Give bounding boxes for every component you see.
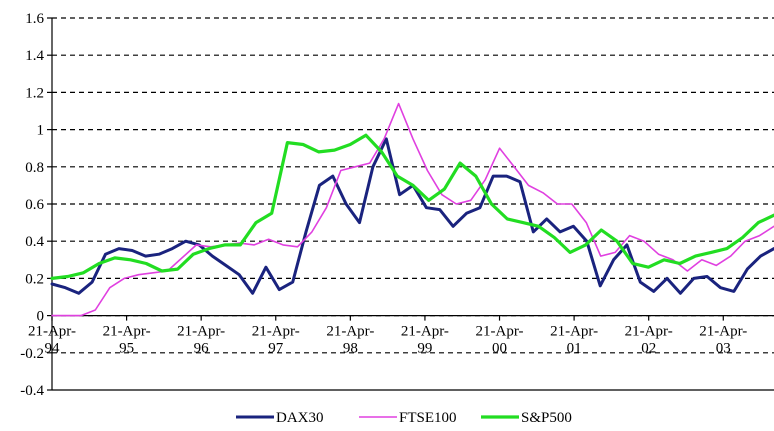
y-axis-ticks: 1.6 1.4 1.2 1 0.8 0.6 0.4 0.2 0 -0.2 -0.4 <box>20 11 52 399</box>
legend: DAX30 FTSE100 S&P500 <box>236 410 572 426</box>
legend-label-sp500: S&P500 <box>521 410 572 426</box>
x-tick-label-line1: 21-Apr- <box>550 324 598 340</box>
x-tick-label-line1: 21-Apr- <box>252 324 300 340</box>
x-tick-label-line2: 03 <box>716 341 731 357</box>
series-lines <box>50 102 774 317</box>
x-tick-label-line1: 21-Apr- <box>28 324 76 340</box>
legend-label-dax30: DAX30 <box>276 410 324 426</box>
x-tick-label-line2: 99 <box>417 341 432 357</box>
y-tick-label: 0.2 <box>25 271 44 287</box>
x-tick-label-line2: 98 <box>343 341 358 357</box>
x-tick-label-line2: 00 <box>492 341 507 357</box>
series-line-sp500 <box>50 133 774 280</box>
x-tick-label-line1: 21-Apr- <box>103 324 151 340</box>
x-tick-label-line1: 21-Apr- <box>177 324 225 340</box>
y-tick-label: 0.6 <box>25 197 44 213</box>
y-tick-label: 0 <box>37 309 45 325</box>
x-tick-label-line1: 21-Apr- <box>625 324 673 340</box>
x-tick-label-line2: 01 <box>567 341 582 357</box>
x-tick-label-line2: 97 <box>268 341 284 357</box>
y-tick-label: 1 <box>37 123 45 139</box>
legend-label-ftse100: FTSE100 <box>399 410 457 426</box>
y-tick-label: 0.4 <box>25 234 44 250</box>
x-tick-label-line2: 95 <box>119 341 134 357</box>
x-axis-ticks: 21-Apr-9421-Apr-9521-Apr-9621-Apr-9721-A… <box>28 315 747 357</box>
x-tick-label-line2: 96 <box>194 341 210 357</box>
y-tick-label: -0.4 <box>20 383 44 399</box>
y-tick-label: 1.2 <box>25 85 44 101</box>
x-tick-label-line1: 21-Apr- <box>326 324 374 340</box>
y-tick-label: 1.4 <box>25 48 44 64</box>
x-tick-label-line2: 02 <box>641 341 656 357</box>
x-tick-label-line1: 21-Apr- <box>401 324 449 340</box>
series-line-ftse100 <box>51 102 774 317</box>
y-tick-label: 1.6 <box>25 11 44 27</box>
x-tick-label-line1: 21-Apr- <box>476 324 524 340</box>
y-tick-label: -0.2 <box>20 346 44 362</box>
x-tick-label-line1: 21-Apr- <box>699 324 747 340</box>
y-tick-label: 0.8 <box>25 160 44 176</box>
x-tick-label-line2: 94 <box>45 341 61 357</box>
